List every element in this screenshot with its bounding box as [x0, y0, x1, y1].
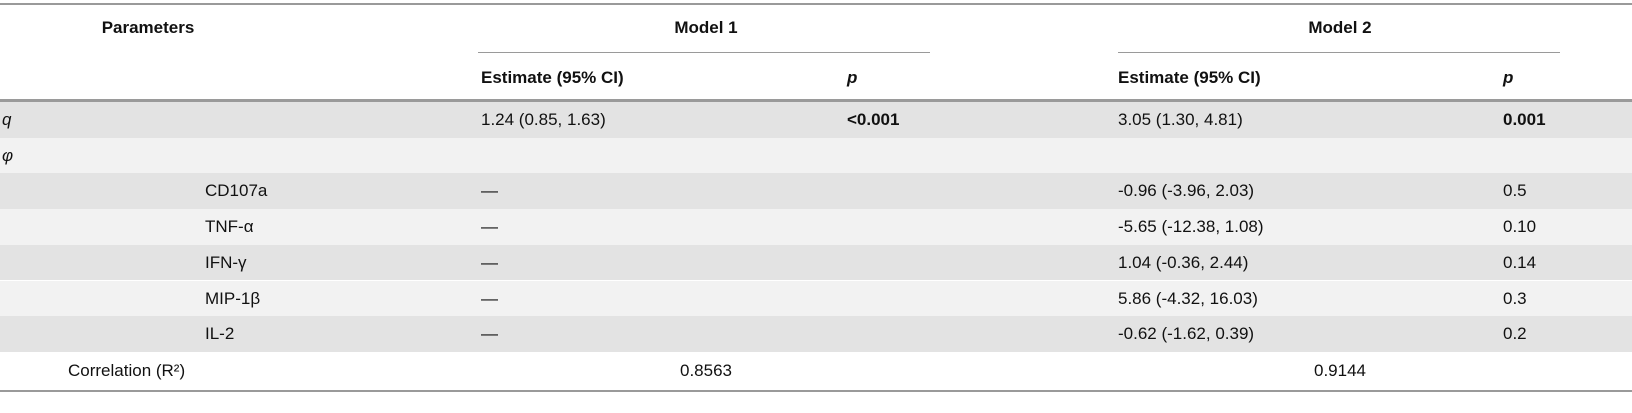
header-p: p — [847, 68, 858, 87]
header-model: Model 1 — [674, 18, 738, 37]
cell-estimate: -5.65 (-12.38, 1.08) — [1118, 217, 1264, 237]
row-background — [0, 137, 1632, 174]
cell-estimate: 1.04 (-0.36, 2.44) — [1118, 252, 1249, 272]
cell-p: 0.2 — [1503, 324, 1527, 344]
header-model: Model 2 — [1308, 18, 1372, 37]
cell-estimate: 5.86 (-4.32, 16.03) — [1118, 288, 1258, 308]
row-label: MIP-1β — [205, 288, 261, 308]
correlation-value: 0.8563 — [680, 360, 732, 380]
cell-p: 0.001 — [1503, 110, 1546, 129]
row-label: IFN-γ — [205, 252, 247, 272]
cell-p: 0.5 — [1503, 181, 1527, 201]
row-label: TNF-α — [205, 217, 254, 237]
bottom-rule — [0, 390, 1632, 392]
cell-estimate: — — [481, 288, 498, 308]
row-label: IL-2 — [205, 324, 235, 344]
header-parameters: Parameters — [101, 18, 195, 37]
cell-estimate: — — [481, 324, 498, 344]
row-background — [0, 209, 1632, 245]
cell-p: 0.3 — [1503, 288, 1527, 308]
row-background — [0, 316, 1632, 352]
row-background — [0, 173, 1632, 210]
top-rule — [0, 3, 1632, 5]
row-label: φ — [2, 145, 14, 165]
correlation-label: Correlation (R²) — [68, 360, 186, 380]
cell-p: 0.10 — [1503, 217, 1537, 237]
cell-estimate: -0.62 (-1.62, 0.39) — [1118, 324, 1255, 344]
cell-p: 0.14 — [1503, 252, 1537, 272]
cell-estimate: — — [481, 181, 498, 201]
cell-estimate: — — [481, 252, 498, 272]
group-rule — [478, 52, 930, 53]
row-background — [0, 102, 1632, 138]
row-label: q — [2, 110, 12, 129]
cell-estimate: -0.96 (-3.96, 2.03) — [1118, 181, 1255, 201]
row-background — [0, 244, 1632, 281]
cell-estimate: 1.24 (0.85, 1.63) — [481, 110, 606, 129]
cell-estimate: — — [481, 217, 498, 237]
header-estimate: Estimate (95% CI) — [1118, 68, 1261, 87]
header-estimate: Estimate (95% CI) — [481, 68, 624, 87]
cell-estimate: 3.05 (1.30, 4.81) — [1118, 110, 1243, 129]
correlation-value: 0.9144 — [1314, 360, 1366, 380]
group-rule — [1118, 52, 1560, 53]
header-rule — [0, 99, 1632, 102]
row-label: CD107a — [205, 181, 268, 201]
header-p: p — [1503, 68, 1514, 87]
row-background — [0, 280, 1632, 317]
cell-p: <0.001 — [847, 110, 900, 129]
